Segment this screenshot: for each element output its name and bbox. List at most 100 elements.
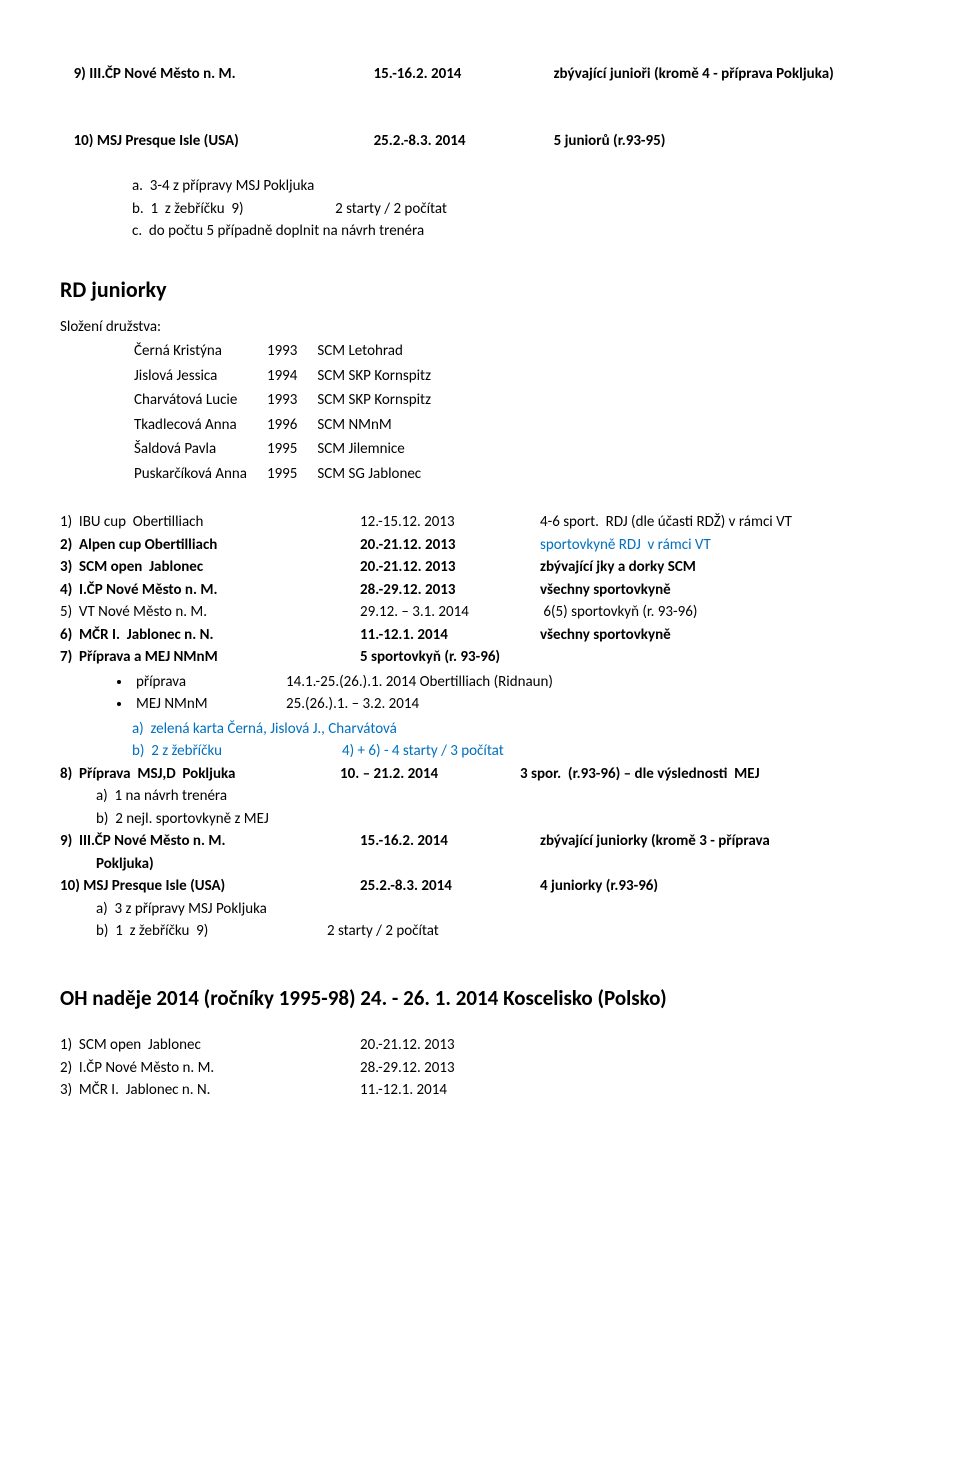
roster-cell: SCM Letohrad	[317, 340, 449, 363]
t: 6) MČR I. Jablonec n. N.	[60, 624, 360, 647]
row-1: 1) IBU cup Obertilliach12.-15.12. 20134-…	[60, 511, 900, 534]
t: 3 spor. (r.93-96) – dle výslednosti MEJ	[520, 763, 760, 786]
t: 20.-21.12. 2013	[360, 534, 540, 557]
roster-row: Puskarčíková Anna1995SCM SG Jablonec	[134, 463, 449, 486]
t: 9) III.ČP Nové Město n. M.	[60, 830, 360, 853]
row-2: 2) Alpen cup Obertilliach20.-21.12. 2013…	[60, 534, 900, 557]
row-8a: a) 1 na návrh trenéra	[60, 785, 900, 808]
t: 9) III.ČP Nové Město n. M.	[74, 63, 374, 86]
green-b: b) 2 z žebříčku4) + 6) - 4 starty / 3 po…	[60, 740, 900, 763]
t: 29.12. – 3.1. 2014	[360, 601, 540, 624]
roster-cell: SCM SG Jablonec	[317, 463, 449, 486]
roster-cell: Charvátová Lucie	[134, 389, 265, 412]
roster-table: Černá Kristýna1993SCM LetohradJislová Je…	[60, 338, 451, 487]
t: příprava	[136, 671, 286, 694]
bullet-priprava: příprava14.1.-25.(26.).1. 2014 Obertilli…	[132, 671, 900, 694]
roster-cell: 1996	[267, 414, 315, 437]
roster-cell: Jislová Jessica	[134, 365, 265, 388]
row-5: 5) VT Nové Město n. M.29.12. – 3.1. 2014…	[60, 601, 900, 624]
t: sportovkyně RDJ v rámci VT	[540, 534, 711, 557]
t: MEJ NMnM	[136, 693, 286, 716]
roster-row: Charvátová Lucie1993SCM SKP Kornspitz	[134, 389, 449, 412]
t: zbývající junioři (kromě 4 - příprava Po…	[554, 63, 834, 86]
roster-cell: SCM SKP Kornspitz	[317, 365, 449, 388]
t: 11.-12.1. 2014	[360, 1079, 447, 1102]
rd-title: RD juniorky	[60, 273, 900, 306]
roster-cell: 1993	[267, 389, 315, 412]
t: 3) MČR I. Jablonec n. N.	[60, 1079, 360, 1102]
t: 20.-21.12. 2013	[360, 1034, 455, 1057]
top-line-9: 9) III.ČP Nové Město n. M.15.-16.2. 2014…	[60, 40, 900, 108]
t: 5 juniorů (r.93-95)	[554, 130, 666, 153]
roster-row: Šaldová Pavla1995SCM Jilemnice	[134, 438, 449, 461]
row-6: 6) MČR I. Jablonec n. N.11.-12.1. 2014vš…	[60, 624, 900, 647]
t: 6(5) sportovkyň (r. 93-96)	[540, 601, 697, 624]
row-8b: b) 2 nejl. sportovkyně z MEJ	[60, 808, 900, 831]
roster-cell: SCM SKP Kornspitz	[317, 389, 449, 412]
row-7-bullets: příprava14.1.-25.(26.).1. 2014 Obertilli…	[132, 671, 900, 716]
spacer	[60, 487, 900, 511]
t: 14.1.-25.(26.).1. 2014 Obertilliach (Rid…	[286, 673, 553, 691]
t: 2) I.ČP Nové Město n. M.	[60, 1057, 360, 1080]
t: 25.2.-8.3. 2014	[374, 130, 554, 153]
t: 28.-29.12. 2013	[360, 1057, 455, 1080]
roster-cell: 1993	[267, 340, 315, 363]
roster-row: Tkadlecová Anna1996SCM NMnM	[134, 414, 449, 437]
top-c: c. do počtu 5 případně doplnit na návrh …	[60, 220, 900, 243]
t: zbývající jky a dorky SCM	[540, 556, 696, 579]
t: 8) Příprava MSJ,D Pokljuka	[60, 763, 340, 786]
t: 5) VT Nové Město n. M.	[60, 601, 360, 624]
row-10: 10) MSJ Presque Isle (USA)25.2.-8.3. 201…	[60, 875, 900, 898]
t: 3) SCM open Jablonec	[60, 556, 360, 579]
oh-3: 3) MČR I. Jablonec n. N.11.-12.1. 2014	[60, 1079, 900, 1102]
t: 1) IBU cup Obertilliach	[60, 511, 360, 534]
bullet-mej: MEJ NMnM25.(26.).1. – 3.2. 2014	[132, 693, 900, 716]
roster-cell: 1994	[267, 365, 315, 388]
roster-cell: Černá Kristýna	[134, 340, 265, 363]
row-9: 9) III.ČP Nové Město n. M.15.-16.2. 2014…	[60, 830, 900, 853]
t: 11.-12.1. 2014	[360, 624, 540, 647]
top-a: a. 3-4 z přípravy MSJ Pokljuka	[60, 175, 900, 198]
t: 10. – 21.2. 2014	[340, 763, 520, 786]
t: zbývající juniorky (kromě 3 - příprava	[540, 830, 770, 853]
t: 12.-15.12. 2013	[360, 511, 540, 534]
t: 4) + 6) - 4 starty / 3 počítat	[342, 740, 504, 763]
t: všechny sportovkyně	[540, 624, 671, 647]
top-b: b. 1 z žebříčku 9) 2 starty / 2 počítat	[60, 198, 900, 221]
main-list: 1) IBU cup Obertilliach12.-15.12. 20134-…	[60, 511, 900, 943]
row-7: 7) Příprava a MEJ NMnM5 sportovkyň (r. 9…	[60, 646, 900, 669]
oh-2: 2) I.ČP Nové Město n. M.28.-29.12. 2013	[60, 1057, 900, 1080]
top-block: 9) III.ČP Nové Město n. M.15.-16.2. 2014…	[60, 40, 900, 243]
roster-row: Černá Kristýna1993SCM Letohrad	[134, 340, 449, 363]
t: 15.-16.2. 2014	[360, 830, 540, 853]
roster-row: Jislová Jessica1994SCM SKP Kornspitz	[134, 365, 449, 388]
oh-title: OH naděje 2014 (ročníky 1995-98) 24. - 2…	[60, 983, 900, 1015]
rd-sub: Složení družstva:	[60, 316, 900, 339]
green-a: a) zelená karta Černá, Jislová J., Charv…	[60, 718, 900, 741]
roster-cell: Tkadlecová Anna	[134, 414, 265, 437]
roster-cell: 1995	[267, 463, 315, 486]
t: 7) Příprava a MEJ NMnM	[60, 646, 360, 669]
oh-1: 1) SCM open Jablonec20.-21.12. 2013	[60, 1034, 900, 1057]
t: 10) MSJ Presque Isle (USA)	[60, 875, 360, 898]
row-8: 8) Příprava MSJ,D Pokljuka10. – 21.2. 20…	[60, 763, 900, 786]
roster-cell: SCM Jilemnice	[317, 438, 449, 461]
t: 25.2.-8.3. 2014	[360, 875, 540, 898]
roster-cell: 1995	[267, 438, 315, 461]
roster-cell: Puskarčíková Anna	[134, 463, 265, 486]
t: 25.(26.).1. – 3.2. 2014	[286, 695, 419, 713]
row-9b: Pokljuka)	[60, 853, 900, 876]
t: 2) Alpen cup Obertilliach	[60, 534, 360, 557]
t: 5 sportovkyň (r. 93-96)	[360, 646, 500, 669]
t: 20.-21.12. 2013	[360, 556, 540, 579]
t: 4-6 sport. RDJ (dle účasti RDŽ) v rámci …	[540, 511, 792, 534]
t: 10) MSJ Presque Isle (USA)	[74, 130, 374, 153]
row-10b: b) 1 z žebříčku 9) 2 starty / 2 počítat	[60, 920, 900, 943]
t: 1) SCM open Jablonec	[60, 1034, 360, 1057]
t: b) 2 z žebříčku	[132, 740, 342, 763]
roster-cell: SCM NMnM	[317, 414, 449, 437]
row-4: 4) I.ČP Nové Město n. M.28.-29.12. 2013v…	[60, 579, 900, 602]
row-3: 3) SCM open Jablonec20.-21.12. 2013zbýva…	[60, 556, 900, 579]
t: 4 juniorky (r.93-96)	[540, 875, 658, 898]
roster-cell: Šaldová Pavla	[134, 438, 265, 461]
